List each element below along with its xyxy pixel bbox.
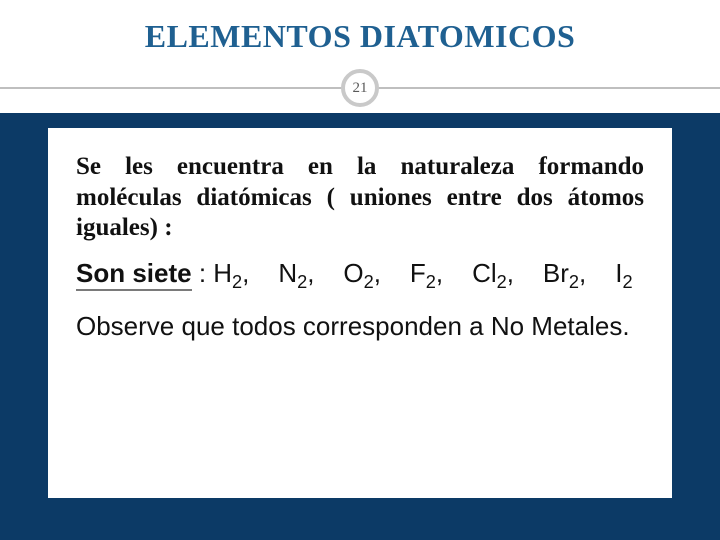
molecule-i: I2 xyxy=(615,258,632,288)
slide-title: ELEMENTOS DIATOMICOS xyxy=(0,0,720,63)
intro-paragraph: Se les encuentra en la naturaleza forman… xyxy=(76,152,644,244)
molecules-line: Son siete : H2, N2, O2, F2, Cl2, Br2, I2 xyxy=(76,258,644,289)
molecule-o: O2, xyxy=(343,258,381,288)
molecule-n: N2, xyxy=(278,258,314,288)
content-card: Se les encuentra en la naturaleza forman… xyxy=(48,128,672,498)
slide-number-badge: 21 xyxy=(341,69,379,107)
molecule-cl: Cl2, xyxy=(472,258,514,288)
note-paragraph: Observe que todos corresponden a No Meta… xyxy=(76,311,644,342)
slide: ELEMENTOS DIATOMICOS 21 Se les encuentra… xyxy=(0,0,720,540)
molecule-h: H2, xyxy=(213,258,249,288)
son-siete-label: Son siete xyxy=(76,258,192,291)
siete-separator: : xyxy=(192,258,214,288)
molecule-br: Br2, xyxy=(543,258,586,288)
divider-region: 21 xyxy=(0,63,720,113)
molecule-f: F2, xyxy=(410,258,443,288)
molecule-list: H2, N2, O2, F2, Cl2, Br2, I2 xyxy=(213,258,632,288)
